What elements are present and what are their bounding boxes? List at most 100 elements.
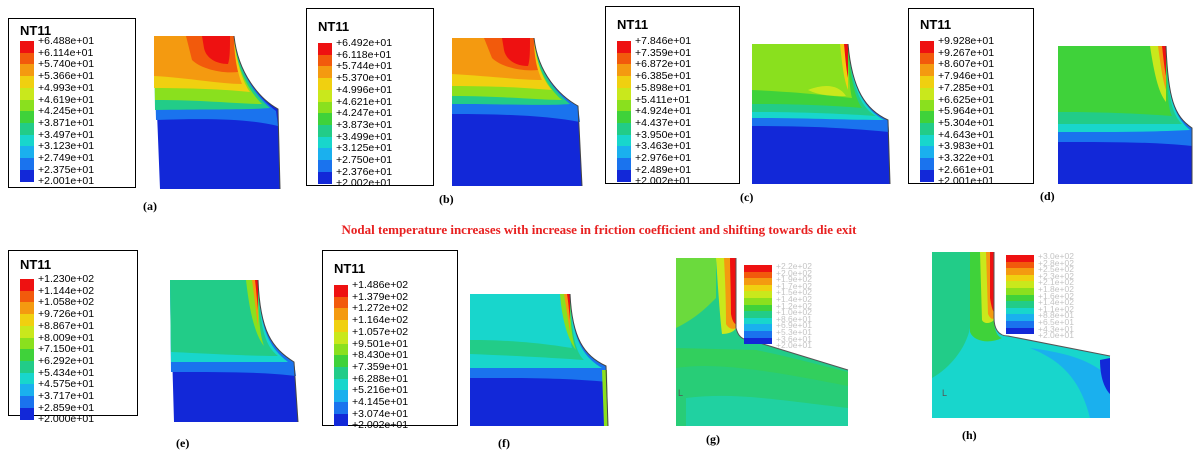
legend-value: +4.993e+01 [38,81,95,94]
color-swatch [1006,327,1034,335]
legend-title: NT11 [334,261,366,276]
color-swatch [318,160,332,173]
color-swatch [744,265,772,272]
legend-value: +2.750e+01 [336,154,393,167]
color-swatch [20,111,34,124]
legend-value: +6.288e+01 [352,372,409,385]
legend-value: +2.375e+01 [38,163,95,176]
color-swatch [20,337,34,350]
legend-value: +8.867e+01 [38,319,95,332]
legend-value: +6.385e+01 [635,70,692,83]
legend-value: +1.6e+02 [1038,290,1074,301]
legend-value: +2.001e+01 [938,175,995,188]
axis-triad-h: L [942,388,948,398]
legend-value: +8.6e+01 [776,313,812,324]
color-swatch [318,136,332,149]
color-swatch [920,76,934,89]
legend-value: +5.366e+01 [38,70,95,83]
legend-value: +9.267e+01 [938,46,995,59]
color-swatch [617,122,631,136]
legend-value: +3.074e+01 [352,407,409,420]
legend-value: +2.8e+02 [1038,257,1074,268]
legend-value: +8.430e+01 [352,349,409,362]
color-swatch [318,113,332,126]
color-swatch [617,169,631,182]
contour-plot-b [452,37,583,187]
color-swatch [20,169,34,182]
legend-value: +1.5e+02 [776,287,812,298]
color-swatch [334,331,348,344]
caption-e: (e) [176,436,190,450]
legend-value: +3.123e+01 [38,140,95,153]
legend-values: +6.492e+01 +6.118e+01 +5.744e+01 +5.370e… [336,37,393,190]
color-swatch [617,64,631,77]
color-swatch [20,158,34,171]
legend-a: NT11 +6.488e+01 +6.114e+01 +5.740e+01 +5… [8,18,136,188]
color-swatch [1006,268,1034,276]
color-swatch [617,99,631,112]
caption-b: (b) [439,192,454,206]
legend-value: +2.661e+01 [938,163,995,176]
color-swatch [334,285,348,298]
color-swatch [920,87,934,100]
legend-b: NT11 +6.492e+01 +6.118e+01 +5.744e+01 +5… [306,8,434,189]
legend-title: NT11 [318,19,350,34]
legend-value: +5.434e+01 [38,366,95,379]
legend-value: +6.872e+01 [635,58,692,71]
color-swatch [318,124,332,138]
color-swatch [334,366,348,380]
legend-values: +1.486e+02 +1.379e+02 +1.272e+02 +1.164e… [352,279,409,432]
legend-value: +5.964e+01 [938,105,995,118]
caption-f: (f) [498,436,510,450]
color-swatch [920,99,934,112]
legend-value: +3.463e+01 [635,140,692,153]
color-swatch [334,320,348,333]
legend-value: +2.0e+01 [1038,330,1074,341]
legend-value: +2.001e+01 [38,175,95,188]
color-swatch [20,64,34,77]
color-swatch [334,413,348,426]
color-swatch [20,314,34,327]
legend-value: +3.871e+01 [38,116,95,129]
legend-value: +2.002e+01 [336,177,393,190]
color-swatch [20,41,34,54]
legend-value: +7.150e+01 [38,343,95,356]
color-swatch [20,384,34,397]
color-swatch [318,101,332,114]
legend-value: +1.2e+02 [776,300,812,311]
color-swatch [334,355,348,368]
legend-value: +1.0e+02 [776,307,812,318]
color-swatch [920,158,934,171]
legend-value: +3.125e+01 [336,142,393,155]
color-swatch [20,122,34,136]
legend-value: +1.230e+02 [38,273,95,285]
color-swatch [318,54,332,67]
color-swatch [920,146,934,159]
color-swatch [617,52,631,65]
color-swatch [744,331,772,338]
color-swatch [744,324,772,332]
color-swatch [1006,321,1034,328]
color-swatch [20,76,34,89]
legend-values: +9.928e+01 +9.267e+01 +8.607e+01 +7.946e… [938,35,995,188]
color-swatch [1006,301,1034,309]
legend-value: +2.0e+01 [776,340,812,351]
legend-value: +4.247e+01 [336,107,393,120]
color-swatch [20,396,34,409]
color-swatch [334,390,348,403]
legend-value: +1.486e+02 [352,279,409,291]
color-swatch [920,41,934,54]
legend-value: +2.0e+02 [776,267,812,278]
legend-value: +3.6e+01 [776,333,812,344]
banner-text: Nodal temperature increases with increas… [341,222,857,237]
contour-plot-e [170,279,299,423]
legend-value: +7.359e+01 [635,46,692,59]
legend-value: +1.9e+02 [776,274,812,285]
legend-value: +6.492e+01 [336,37,393,49]
color-swatch [20,134,34,147]
color-swatch [1006,255,1034,262]
legend-value: +4.621e+01 [336,95,393,108]
legend-value: +2.3e+02 [1038,270,1074,281]
color-swatch [334,308,348,321]
caption-c: (c) [740,190,754,204]
